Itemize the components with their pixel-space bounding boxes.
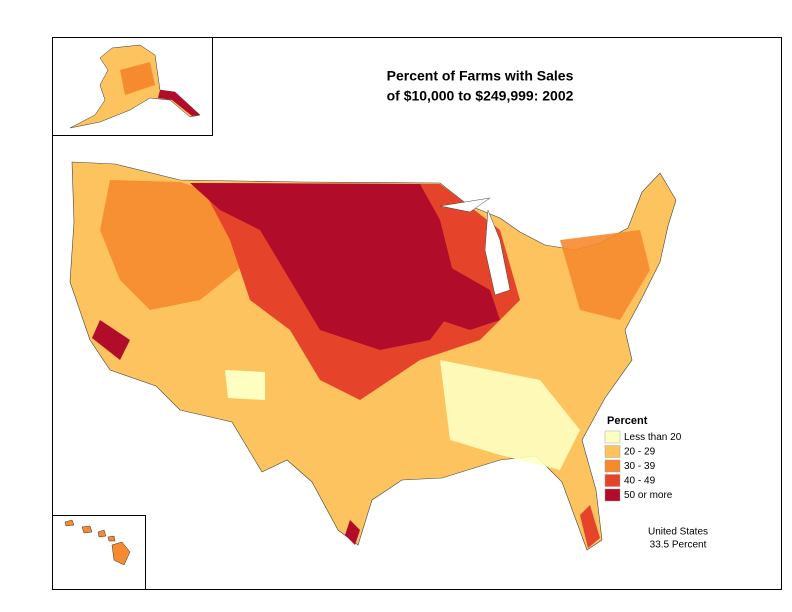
legend-label: 50 or more bbox=[624, 490, 673, 501]
map-region bbox=[580, 505, 600, 548]
great-lakes bbox=[484, 209, 511, 296]
legend-swatch bbox=[604, 488, 621, 502]
alaska-region bbox=[158, 90, 200, 116]
alaska-region bbox=[120, 62, 155, 95]
map-region bbox=[560, 230, 650, 320]
legend-label: 30 - 39 bbox=[624, 461, 656, 472]
note-line: United States bbox=[648, 527, 708, 538]
legend-title: Percent bbox=[607, 415, 648, 427]
legend-label: 20 - 29 bbox=[624, 447, 656, 458]
title-line: Percent of Farms with Sales bbox=[387, 68, 574, 84]
hawaii-inset-box bbox=[52, 515, 146, 590]
hawaii bbox=[64, 519, 131, 566]
legend-swatch bbox=[604, 474, 621, 487]
legend-label: Less than 20 bbox=[624, 432, 682, 443]
map-region bbox=[345, 520, 360, 545]
legend-swatch bbox=[604, 430, 621, 444]
note-line: 33.5 Percent bbox=[650, 540, 707, 551]
alaska-inset-box bbox=[52, 37, 213, 136]
map-region bbox=[225, 370, 265, 400]
map-region bbox=[190, 183, 460, 350]
great-lakes bbox=[439, 197, 491, 213]
legend-swatch bbox=[604, 459, 621, 473]
legend: Less than 20 20 - 29 30 - 39 40 - 49 50 or m… bbox=[604, 430, 682, 502]
frame bbox=[52, 37, 782, 590]
legend-swatch bbox=[604, 445, 621, 458]
legend-label: 40 - 49 bbox=[624, 476, 656, 487]
map-region bbox=[440, 360, 580, 470]
map-region bbox=[92, 320, 130, 360]
title-line: of $10,000 to $249,999: 2002 bbox=[387, 88, 574, 104]
map-region bbox=[420, 250, 500, 330]
map-region bbox=[100, 180, 250, 310]
